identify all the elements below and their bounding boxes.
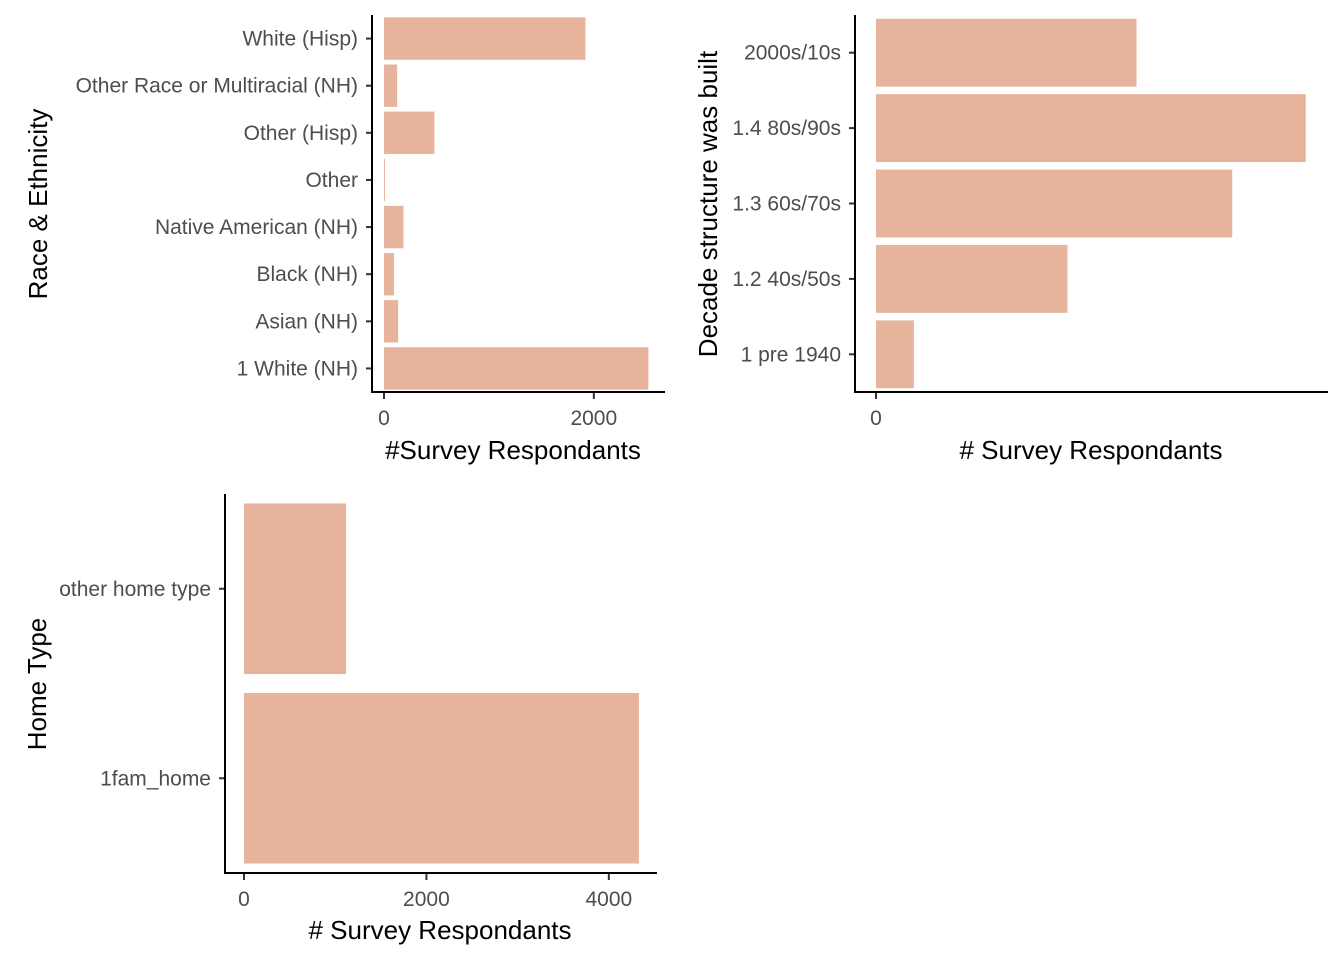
bar-race-6	[384, 64, 398, 107]
ytick-label-race-7: White (Hisp)	[242, 28, 358, 51]
x-axis-title-hometype: # Survey Respondants	[308, 915, 571, 945]
bar-hometype-1	[244, 503, 347, 675]
bar-decade-0	[876, 320, 914, 389]
panel-hometype: 1fam_home other home type 0 2000 4000 # Surve…	[22, 494, 657, 945]
ytick-label-decade-4: 2000s/10s	[744, 42, 841, 65]
bar-race-2	[384, 252, 394, 296]
bar-decade-3	[876, 94, 1306, 163]
panel-race: 1 White (NH) Asian (NH) Black (NH) Native A…	[23, 15, 665, 465]
x-axis-title-race: #Survey Respondants	[385, 435, 641, 465]
bar-race-3	[384, 205, 404, 249]
ytick-label-race-4: Other	[305, 169, 358, 192]
ytick-label-hometype-0: 1fam_home	[100, 767, 211, 790]
bar-race-4	[384, 158, 385, 202]
y-axis-title-race: Race & Ethnicity	[23, 109, 53, 300]
ytick-label-race-0: 1 White (NH)	[237, 357, 358, 380]
xtick-label-race-1: 2000	[570, 407, 617, 430]
ytick-label-hometype-1: other home type	[59, 578, 211, 601]
ytick-label-decade-1: 1.2 40s/50s	[732, 268, 841, 291]
ytick-label-race-2: Black (NH)	[256, 263, 358, 286]
ytick-label-race-5: Other (Hisp)	[244, 122, 358, 145]
bar-race-0	[384, 347, 649, 390]
panel-decade: 1 pre 1940 1.2 40s/50s 1.3 60s/70s 1.4 80s/…	[693, 15, 1328, 465]
xtick-label-race-0: 0	[378, 407, 390, 430]
bar-decade-1	[876, 244, 1068, 313]
bar-race-1	[384, 300, 399, 343]
ytick-label-race-6: Other Race or Multiracial (NH)	[76, 75, 358, 98]
y-axis-title-decade: Decade structure was built	[693, 50, 723, 357]
ytick-label-race-1: Asian (NH)	[255, 310, 358, 333]
ytick-label-race-3: Native American (NH)	[155, 216, 358, 239]
xtick-label-decade-0: 0	[870, 407, 882, 430]
ytick-label-decade-2: 1.3 60s/70s	[732, 193, 841, 216]
bar-race-5	[384, 111, 435, 155]
xtick-label-hometype-0: 0	[238, 888, 250, 911]
bar-decade-2	[876, 169, 1233, 238]
bar-hometype-0	[244, 692, 639, 864]
xtick-label-hometype-2: 4000	[585, 888, 632, 911]
y-axis-title-hometype: Home Type	[22, 618, 52, 750]
x-axis-title-decade: # Survey Respondants	[959, 435, 1222, 465]
bar-race-7	[384, 17, 586, 60]
xtick-label-hometype-1: 2000	[403, 888, 450, 911]
ytick-label-decade-3: 1.4 80s/90s	[732, 117, 841, 140]
bar-decade-4	[876, 18, 1137, 87]
ytick-label-decade-0: 1 pre 1940	[741, 343, 841, 366]
